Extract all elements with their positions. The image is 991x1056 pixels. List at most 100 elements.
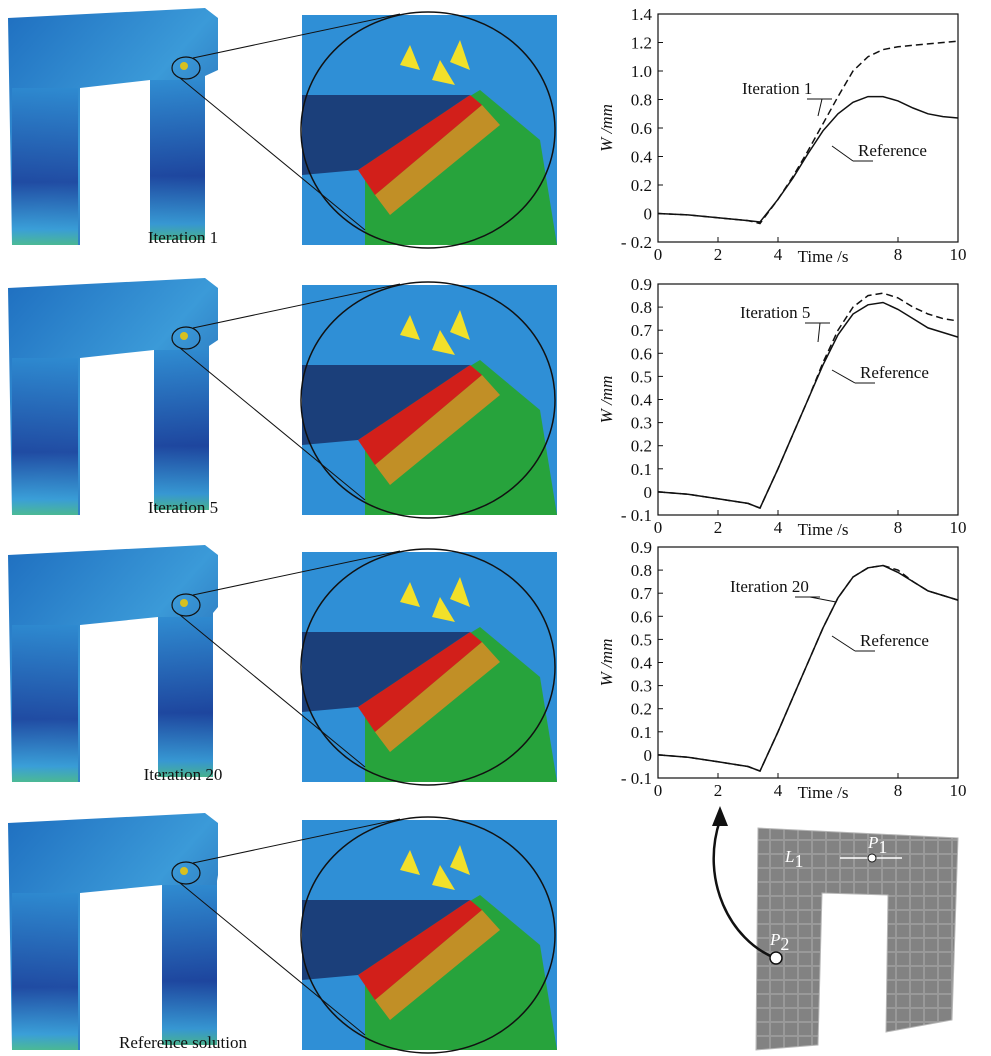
right-leg xyxy=(158,617,213,777)
zoom-leader xyxy=(179,614,366,768)
series-annotation: Iteration 5 xyxy=(740,303,810,322)
zoom-marker xyxy=(171,56,201,80)
series-line xyxy=(657,40,959,225)
zoom-leader xyxy=(192,550,401,596)
annotation-arrow xyxy=(809,596,837,603)
label-main: L xyxy=(784,847,794,866)
zoom-crack xyxy=(358,900,482,1000)
x-axis-label: Time /s xyxy=(798,520,849,539)
zoom-band xyxy=(375,105,500,215)
zoom-crack xyxy=(358,95,482,195)
y-tick-label: 0.3 xyxy=(631,677,652,696)
zoom-yellow xyxy=(400,845,470,890)
point-p1 xyxy=(867,853,877,863)
annotation-arrow xyxy=(831,369,856,384)
x-tick-label: 8 xyxy=(894,245,903,264)
zoom-yellow xyxy=(400,40,470,85)
zoom-green xyxy=(365,90,557,245)
y-tick-label: 0.9 xyxy=(631,275,652,294)
x-tick-label: 4 xyxy=(774,781,783,800)
y-tick-label: 0.8 xyxy=(631,298,652,317)
zoom-marker xyxy=(171,326,201,350)
zoom-leader xyxy=(192,13,401,59)
chart: - 0.100.10.20.30.40.50.60.70.80.90 2 4 8 10T… xyxy=(597,538,967,802)
right-leg xyxy=(162,885,217,1045)
series-annotation: Reference xyxy=(860,631,929,650)
zoom-green xyxy=(365,360,557,515)
y-tick-label: 0.3 xyxy=(631,414,652,433)
annotation-arrow xyxy=(831,635,856,652)
zoom-wedge xyxy=(302,95,470,175)
x-tick-label: 10 xyxy=(950,781,967,800)
y-tick-label: 0.8 xyxy=(631,91,652,110)
x-tick-label: 0 xyxy=(654,518,663,537)
zoom-wedge xyxy=(302,900,470,980)
zoom-wedge xyxy=(302,365,470,445)
right-leg xyxy=(154,350,209,510)
x-axis-label: Time /s xyxy=(798,783,849,802)
y-tick-label: 0.5 xyxy=(631,630,652,649)
left-leg xyxy=(12,88,78,245)
point-label: L1 xyxy=(784,847,803,871)
hot-spot xyxy=(180,599,188,607)
zoom-leader xyxy=(179,77,366,231)
y-tick-label: 0 xyxy=(644,746,653,765)
y-axis-label: W /mm xyxy=(597,104,616,152)
series-line xyxy=(657,292,959,510)
right-leg xyxy=(150,80,205,240)
panel-label: Iteration 5 xyxy=(148,498,218,517)
panel-label: Reference solution xyxy=(119,1033,247,1052)
panel: Iteration 1 xyxy=(8,8,557,249)
x-tick-label: 4 xyxy=(774,518,783,537)
zoom-yellow xyxy=(400,310,470,355)
y-tick-label: 1.4 xyxy=(631,5,653,24)
y-tick-label: 0 xyxy=(644,483,653,502)
link-arrowhead xyxy=(712,806,728,826)
x-tick-label: 8 xyxy=(894,518,903,537)
plot-frame xyxy=(657,13,959,243)
zoom-crack xyxy=(358,632,482,732)
y-tick-label: 0.2 xyxy=(631,700,652,719)
panel-label: Iteration 20 xyxy=(144,765,223,784)
annotation-arrow xyxy=(831,145,854,162)
y-tick-label: - 0.1 xyxy=(621,506,652,525)
zoom-leader xyxy=(179,882,366,1036)
zoom-band xyxy=(375,910,500,1020)
zoom-green xyxy=(365,895,557,1050)
hot-spot xyxy=(180,332,188,340)
y-tick-label: 0.1 xyxy=(631,723,652,742)
y-tick-label: 0.6 xyxy=(631,607,652,626)
hot-spot xyxy=(180,867,188,875)
y-tick-label: 0.6 xyxy=(631,344,652,363)
zoom-leader xyxy=(192,283,401,329)
zoom-green xyxy=(365,627,557,782)
x-tick-label: 10 xyxy=(950,245,967,264)
zoom-wedge xyxy=(302,632,470,712)
label-main: P xyxy=(769,930,780,949)
zoom-circle xyxy=(300,816,556,1054)
label-main: P xyxy=(867,833,878,852)
y-tick-label: 0.7 xyxy=(631,321,653,340)
y-tick-label: - 0.2 xyxy=(621,233,652,252)
series-line xyxy=(657,564,959,773)
zoom-crack xyxy=(358,365,482,465)
left-leg xyxy=(12,625,78,782)
series-line xyxy=(657,95,959,223)
y-tick-label: 1.2 xyxy=(631,34,652,53)
label-sub: 2 xyxy=(780,934,789,954)
y-tick-label: - 0.1 xyxy=(621,769,652,788)
x-tick-label: 2 xyxy=(714,245,723,264)
zoom-leader xyxy=(192,818,401,864)
annotation-arrow xyxy=(817,98,823,117)
y-tick-label: 0.6 xyxy=(631,119,652,138)
link-arrow xyxy=(712,819,776,960)
series-annotation: Iteration 1 xyxy=(742,79,812,98)
y-tick-label: 0.1 xyxy=(631,460,652,479)
zoom-yellow xyxy=(400,577,470,622)
label-sub: 1 xyxy=(794,851,803,871)
x-tick-label: 2 xyxy=(714,518,723,537)
panel-label: Iteration 1 xyxy=(148,228,218,247)
